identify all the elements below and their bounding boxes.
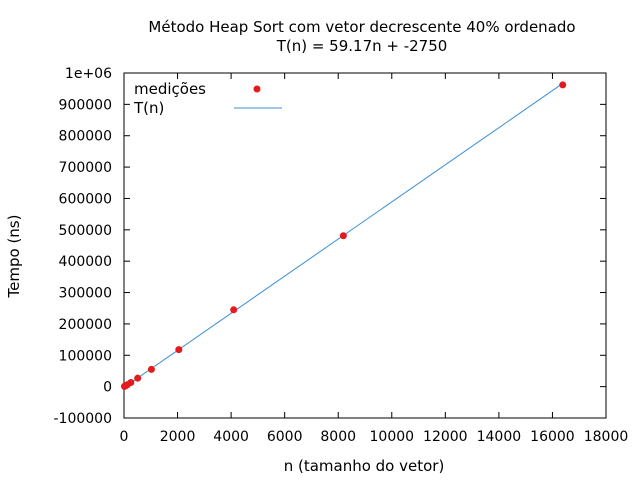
y-tick-label: 300000 <box>59 286 112 302</box>
legend-label-points: medições <box>134 80 206 98</box>
y-tick-label: 400000 <box>59 254 112 270</box>
y-axis-label: Tempo (ns) <box>5 215 23 299</box>
x-tick-label: 4000 <box>213 429 249 445</box>
y-tick-label: 200000 <box>59 317 112 333</box>
data-point <box>559 81 567 89</box>
y-tick-label: 900000 <box>59 97 112 113</box>
x-tick-label: 6000 <box>267 429 303 445</box>
chart-subtitle: T(n) = 59.17n + -2750 <box>276 37 448 55</box>
plot-frame <box>123 72 607 419</box>
y-tick-label: -100000 <box>54 411 113 427</box>
legend-marker-points <box>253 85 261 93</box>
x-tick-label: 16000 <box>530 429 575 445</box>
y-tick-label: 100000 <box>59 348 112 364</box>
data-point <box>339 232 347 240</box>
data-point <box>175 346 183 354</box>
x-tick-label: 8000 <box>320 429 356 445</box>
x-tick-label: 12000 <box>423 429 468 445</box>
y-tick-label: 1e+06 <box>65 66 112 82</box>
y-tick-label: 800000 <box>59 129 112 145</box>
data-point <box>230 306 238 314</box>
x-tick-label: 14000 <box>477 429 522 445</box>
y-tick-label: 500000 <box>59 223 112 239</box>
x-tick-label: 2000 <box>160 429 196 445</box>
data-point <box>127 379 135 387</box>
data-point <box>147 365 155 373</box>
data-point <box>134 374 142 382</box>
x-tick-label: 0 <box>120 429 129 445</box>
y-tick-label: 700000 <box>59 160 112 176</box>
legend-label-line: T(n) <box>133 99 164 117</box>
x-axis-label: n (tamanho do vetor) <box>284 457 445 475</box>
x-tick-label: 10000 <box>370 429 415 445</box>
plot-layer: 0 2000 4000 6000 8000 10000 12000 14000 16000 180… <box>54 66 629 445</box>
y-tick-label: 0 <box>103 380 112 396</box>
y-tick-label: 600000 <box>59 191 112 207</box>
chart-title: Método Heap Sort com vetor decrescente 4… <box>148 18 575 36</box>
x-tick-label: 18000 <box>584 429 629 445</box>
